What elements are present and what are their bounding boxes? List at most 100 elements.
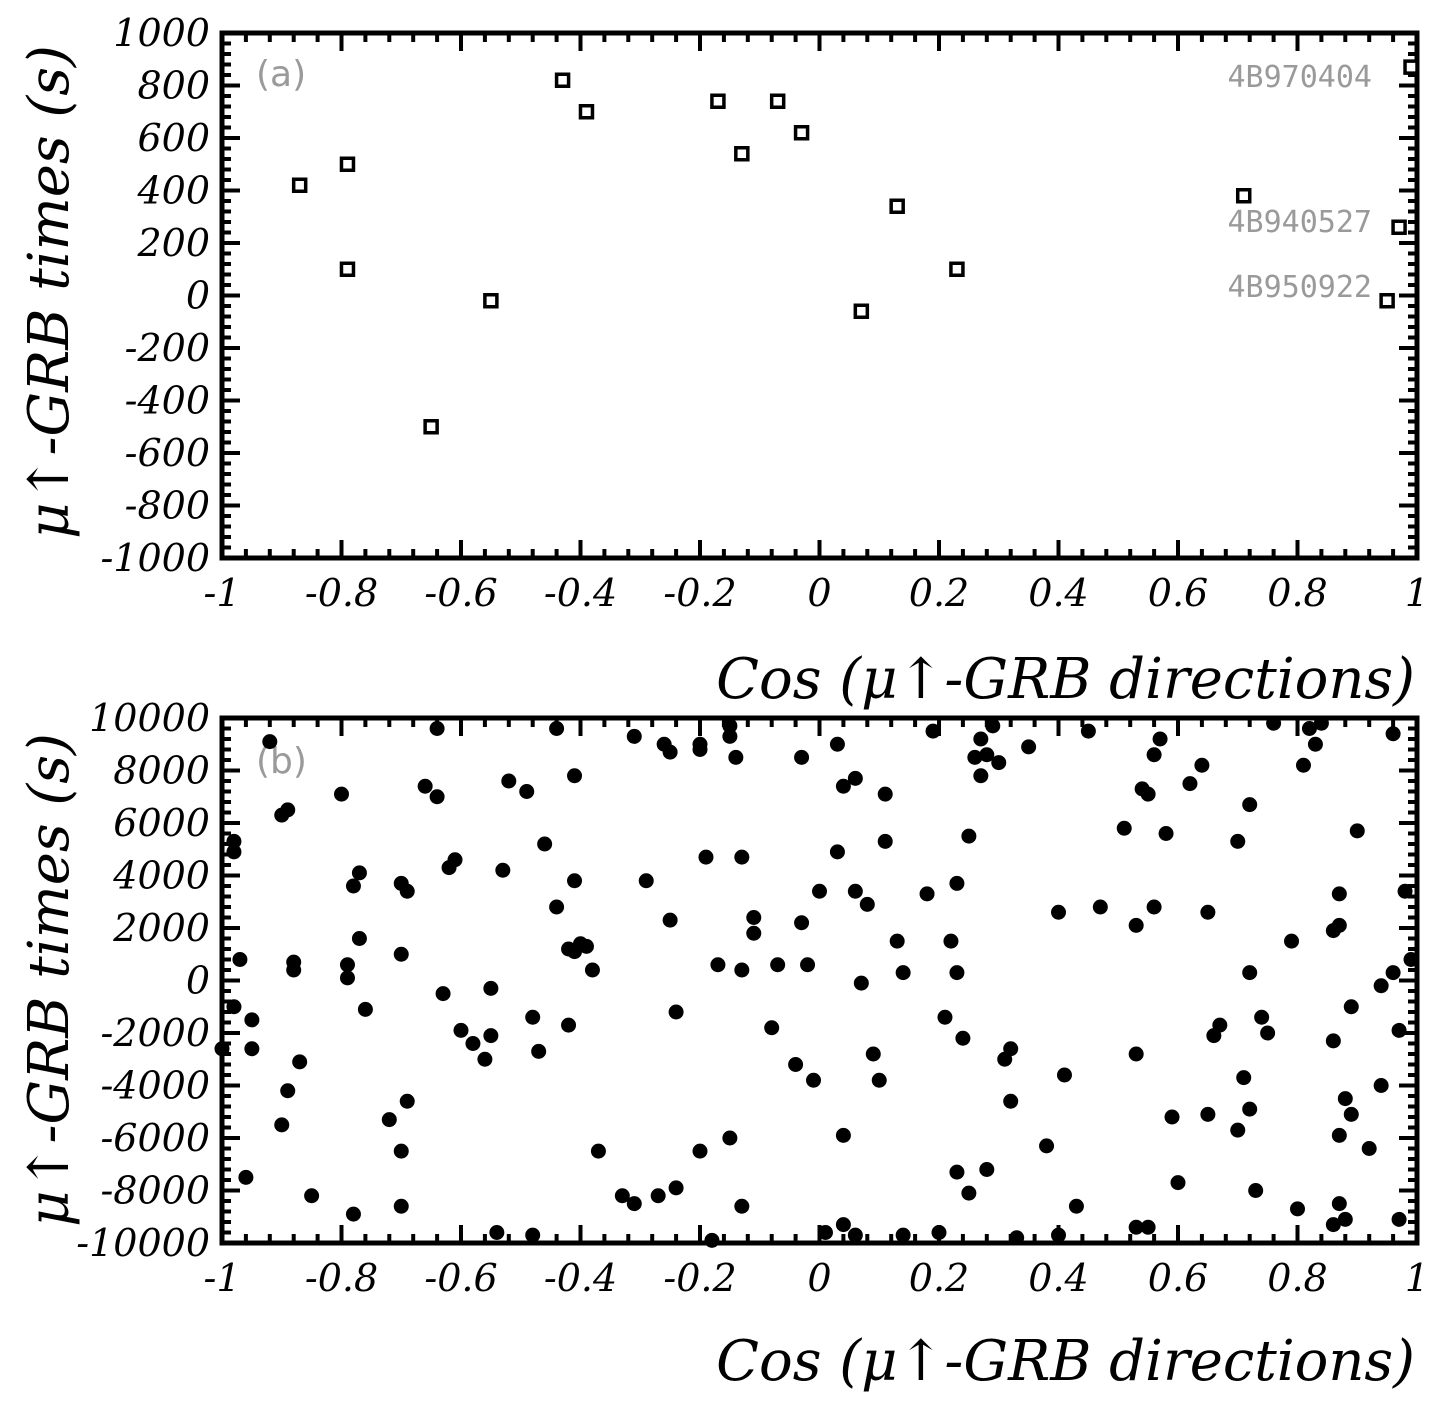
panel-label: (a) xyxy=(256,54,306,95)
data-point xyxy=(955,1030,971,1046)
data-point xyxy=(1164,1109,1180,1125)
data-markers xyxy=(214,715,1419,1248)
data-point xyxy=(925,723,941,739)
data-point xyxy=(1242,965,1258,981)
data-point xyxy=(943,933,959,949)
data-point xyxy=(1140,1219,1156,1235)
x-tick-label: -1 xyxy=(203,1256,240,1300)
data-point xyxy=(919,886,935,902)
y-tick-label: 8000 xyxy=(113,749,210,793)
data-point xyxy=(567,873,583,889)
data-point xyxy=(769,93,786,109)
data-point xyxy=(561,1017,577,1033)
data-point xyxy=(1284,933,1300,949)
x-tick-label: -0.6 xyxy=(424,571,497,615)
y-tick-label: -600 xyxy=(125,431,210,475)
data-point xyxy=(339,156,356,172)
data-point xyxy=(393,1198,409,1214)
data-point xyxy=(835,778,851,794)
data-point xyxy=(238,1169,254,1185)
data-point xyxy=(722,718,738,734)
data-point xyxy=(949,261,965,277)
data-point xyxy=(381,1112,397,1128)
data-markers xyxy=(291,59,1419,435)
data-point xyxy=(734,146,750,162)
data-point xyxy=(1331,1127,1347,1143)
data-point xyxy=(722,1130,738,1146)
data-point xyxy=(853,975,869,991)
data-point xyxy=(662,912,678,928)
y-tick-label: -200 xyxy=(125,326,210,370)
data-point xyxy=(339,261,356,277)
data-point xyxy=(626,1196,642,1212)
data-point xyxy=(1325,1033,1341,1049)
data-point xyxy=(931,1225,947,1240)
data-point xyxy=(1248,1183,1264,1198)
axis-ticks xyxy=(220,31,1419,560)
y-tick-label: 0 xyxy=(186,274,210,318)
y-tick-label: 400 xyxy=(136,169,210,213)
data-point xyxy=(1140,786,1156,802)
data-point xyxy=(483,1028,499,1044)
data-point xyxy=(1373,978,1389,994)
data-point xyxy=(1039,1138,1055,1154)
data-point xyxy=(710,93,726,109)
data-point xyxy=(304,1188,320,1204)
x-axis-title: Cos (μ↑-GRB directions) xyxy=(716,647,1415,712)
data-point xyxy=(734,1198,750,1214)
data-point xyxy=(1003,1093,1019,1109)
y-tick-label: -4000 xyxy=(100,1064,210,1108)
data-point xyxy=(895,965,911,981)
data-point xyxy=(244,1012,260,1028)
x-tick-label: 1 xyxy=(1405,1256,1429,1300)
data-point xyxy=(1307,736,1323,752)
x-tick-label: 0.8 xyxy=(1267,1256,1327,1300)
data-point xyxy=(590,1143,606,1159)
grb-annotation: 4B970404 xyxy=(1228,60,1373,95)
data-point xyxy=(794,915,810,931)
data-point xyxy=(746,925,762,941)
data-point xyxy=(847,1227,863,1243)
data-point xyxy=(1230,1122,1246,1138)
data-point xyxy=(1391,1022,1407,1038)
data-point xyxy=(489,1225,505,1240)
y-tick-label: 2000 xyxy=(112,906,210,950)
panel-label: (b) xyxy=(256,741,307,782)
y-tick-label: 6000 xyxy=(113,801,210,845)
grb-annotation: 4B950922 xyxy=(1228,270,1373,305)
y-tick-label: -6000 xyxy=(100,1116,210,1160)
data-point xyxy=(734,962,750,978)
data-point xyxy=(1051,904,1066,920)
data-point xyxy=(991,755,1007,771)
data-point xyxy=(812,883,827,899)
data-point xyxy=(973,731,989,747)
data-point xyxy=(746,910,762,925)
y-tick-label: -400 xyxy=(125,379,210,423)
data-point xyxy=(889,933,905,949)
data-point xyxy=(351,865,367,881)
panel-a: -1 -0.8 -0.6 -0.4 -0.2 0 0.2 0.4 0.6 0.8 1 -1000 -80… xyxy=(17,11,1429,712)
y-tick-label: 4000 xyxy=(112,854,210,898)
data-point xyxy=(339,970,355,986)
x-tick-label: 0.4 xyxy=(1028,1256,1088,1300)
data-point xyxy=(393,946,409,962)
data-point xyxy=(429,789,445,805)
data-point xyxy=(357,1001,373,1017)
data-point xyxy=(1212,1017,1228,1033)
data-point xyxy=(1235,188,1252,204)
data-point xyxy=(1266,715,1282,731)
data-point xyxy=(770,957,786,973)
data-point xyxy=(973,768,989,784)
data-point xyxy=(1194,757,1210,773)
data-point xyxy=(1128,1219,1144,1235)
data-point xyxy=(1290,1201,1305,1217)
data-point xyxy=(835,1217,851,1233)
data-point xyxy=(1242,1101,1258,1117)
data-point xyxy=(280,1083,296,1099)
x-tick-label: -0.2 xyxy=(663,571,736,615)
data-point xyxy=(345,878,361,894)
data-point xyxy=(1068,1198,1084,1214)
data-point xyxy=(877,833,893,849)
data-point xyxy=(806,1072,822,1088)
data-point xyxy=(1236,1070,1252,1086)
